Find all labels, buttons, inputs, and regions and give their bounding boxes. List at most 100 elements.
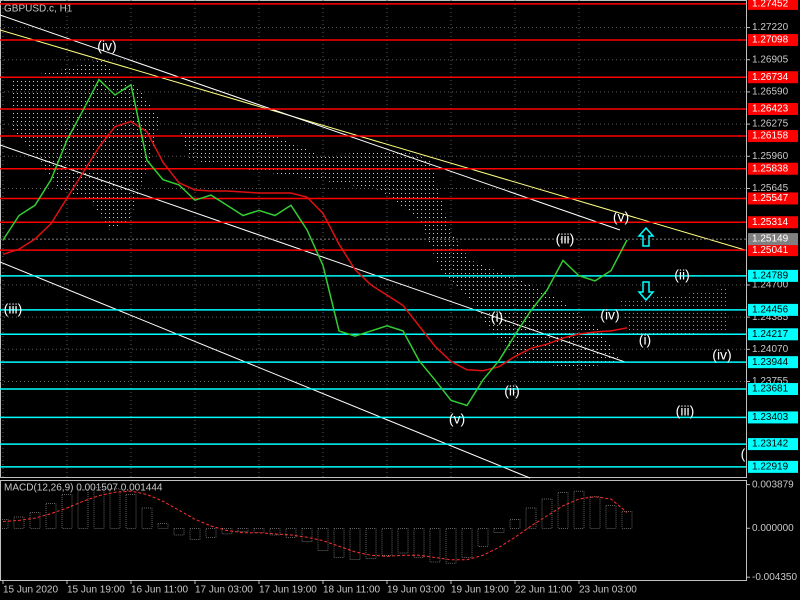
macd-bar [77, 489, 89, 529]
macd-bar [573, 490, 585, 529]
macd-bar [301, 528, 313, 542]
y-tick-label: 1.26905 [752, 54, 789, 65]
macd-bar [605, 505, 617, 529]
wave-label: (ii) [674, 267, 690, 283]
macd-bar [109, 488, 121, 529]
macd-bar [557, 492, 569, 529]
trend-line [0, 29, 746, 251]
wave-label: (iii) [556, 231, 575, 247]
macd-title: MACD(12,26,9) 0.001507 0.001444 [4, 483, 163, 494]
macd-bar [173, 528, 185, 536]
level-label: 1.23944 [752, 357, 789, 368]
level-label-box [748, 162, 798, 175]
level-label-box [748, 460, 798, 473]
level-label: 1.25314 [752, 217, 789, 228]
wave-label: (v) [449, 411, 465, 427]
y-tick-label: 1.26590 [752, 87, 789, 98]
y-tick-label: 1.24070 [752, 344, 789, 355]
y-tick-label: 1.26275 [752, 119, 789, 130]
moving-average [2, 120, 628, 372]
y-tick-label: 1.24700 [752, 280, 789, 291]
level-label-box [748, 303, 798, 316]
y-tick-label: 0.003879 [752, 479, 794, 490]
macd-bar [381, 528, 393, 556]
wave-label: (iv) [97, 38, 116, 54]
wave-label: ( [741, 446, 746, 462]
level-label-box [748, 130, 798, 143]
macd-bar [0, 519, 9, 529]
macd-bar [349, 528, 361, 560]
x-tick-label: 15 Jun 19:00 [67, 585, 125, 596]
y-tick-label: 1.25645 [752, 183, 789, 194]
down-arrow [637, 281, 655, 302]
x-tick-label: 19 Jun 19:00 [451, 585, 509, 596]
current-price-label: 1.25149 [752, 234, 789, 245]
macd-bar [333, 528, 345, 558]
macd-bar [541, 498, 553, 529]
wave-label: (ii) [504, 383, 520, 399]
macd-bar [621, 511, 633, 529]
x-tick-label: 18 Jun 11:00 [323, 585, 381, 596]
macd-bar [525, 507, 537, 529]
level-label: 1.26734 [752, 72, 789, 83]
macd-bar [365, 528, 377, 559]
y-tick-label: 0.000000 [752, 523, 794, 534]
signal-line [2, 490, 628, 561]
wave-label: (iii) [676, 403, 695, 419]
x-tick-label: 19 Jun 03:00 [387, 585, 445, 596]
up-arrow [637, 226, 655, 247]
level-label-box [748, 71, 798, 84]
x-tick-label: 17 Jun 03:00 [195, 585, 253, 596]
macd-bar [205, 528, 217, 538]
macd-bar [445, 528, 457, 564]
level-label: 1.27452 [752, 0, 789, 10]
x-tick-label: 22 Jun 11:00 [515, 585, 573, 596]
level-label-box [748, 0, 798, 10]
y-tick-label: -0.004350 [752, 572, 797, 583]
x-tick-label: 23 Jun 03:00 [579, 585, 637, 596]
macd-bar [509, 519, 521, 529]
macd-bar [61, 494, 73, 529]
level-label: 1.25547 [752, 193, 789, 204]
macd-bar [429, 528, 441, 563]
macd-bar [93, 487, 105, 529]
x-tick-label: 17 Jun 19:00 [259, 585, 317, 596]
macd-bar [189, 528, 201, 540]
x-tick-label: 16 Jun 11:00 [131, 585, 189, 596]
macd-panel-border [0, 480, 747, 581]
y-tick-label: 1.27220 [752, 22, 789, 33]
level-label-box [748, 216, 798, 229]
x-tick-label: 15 Jun 2020 [3, 585, 58, 596]
macd-bar [397, 528, 409, 554]
macd-bar [461, 528, 473, 558]
level-label: 1.26423 [752, 104, 789, 115]
macd-bar [285, 528, 297, 538]
macd-bar [237, 528, 249, 532]
macd-bar [141, 507, 153, 529]
macd-bar [125, 494, 137, 529]
wave-label: (iv) [600, 307, 619, 323]
level-label: 1.23403 [752, 412, 789, 423]
level-label: 1.25838 [752, 163, 789, 174]
level-label-box [748, 383, 798, 396]
trend-line [0, 261, 531, 479]
level-label: 1.27098 [752, 35, 789, 46]
level-label-box [748, 102, 798, 115]
level-label-box [748, 244, 798, 257]
level-label-box [748, 34, 798, 47]
macd-bar [253, 528, 265, 533]
current-price-box [748, 233, 798, 246]
level-label: 1.24789 [752, 271, 789, 282]
level-label-box [748, 438, 798, 451]
level-label-box [748, 328, 798, 341]
wave-label: (i) [491, 309, 503, 325]
macd-bar [29, 512, 41, 529]
price-line [2, 78, 628, 407]
macd-bar [157, 523, 169, 529]
level-label: 1.25041 [752, 245, 789, 256]
chart-title: GBPUSD.c, H1 [4, 4, 73, 15]
macd-bar [45, 503, 57, 529]
level-label-box [748, 269, 798, 282]
